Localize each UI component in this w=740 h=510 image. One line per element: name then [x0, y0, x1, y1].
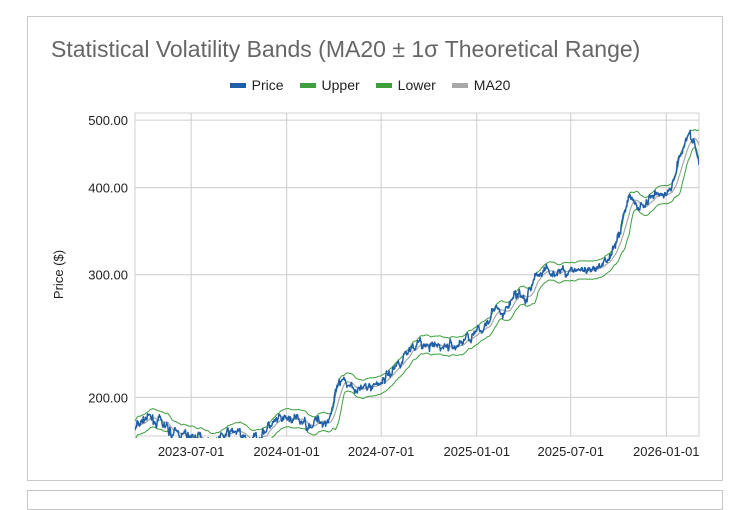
legend-swatch-ma20: [451, 82, 468, 88]
legend-label-ma20: MA20: [473, 77, 511, 93]
x-tick-label: 2023-07-01: [158, 444, 225, 459]
legend-swatch-price: [229, 82, 246, 88]
x-tick-label: 2025-01-01: [443, 444, 510, 459]
chart-svg: 200.00 300.00 400.00 500.00 2023-07-01 2024-0…: [51, 112, 700, 459]
legend-item-price: Price: [229, 77, 284, 93]
series-group: [135, 129, 699, 438]
chart-card: [27, 16, 723, 481]
x-tick-label: 2024-01-01: [253, 444, 320, 459]
y-tick-label: 500.00: [88, 113, 128, 128]
series-price-line: [135, 129, 699, 438]
y-tick-label: 300.00: [88, 268, 128, 283]
x-tick-label: 2024-07-01: [348, 444, 415, 459]
x-tick-label: 2026-01-01: [633, 444, 700, 459]
y-tick-label: 200.00: [88, 390, 128, 405]
legend-swatch-lower: [375, 82, 392, 88]
series-lower-line: [135, 147, 699, 438]
legend-label-price: Price: [251, 77, 284, 93]
x-tick-label: 2025-07-01: [537, 444, 604, 459]
series-upper-line: [135, 129, 699, 434]
legend-label-upper: Upper: [321, 77, 360, 93]
chart-legend: Price Upper Lower MA20: [0, 77, 740, 93]
y-axis-label: Price ($): [51, 250, 66, 299]
legend-item-upper: Upper: [299, 77, 360, 93]
legend-item-lower: Lower: [375, 77, 436, 93]
legend-swatch-upper: [299, 82, 316, 88]
legend-item-ma20: MA20: [451, 77, 511, 93]
legend-label-lower: Lower: [397, 77, 436, 93]
y-tick-label: 400.00: [88, 181, 128, 196]
chart-title: Statistical Volatility Bands (MA20 ± 1σ …: [51, 36, 641, 62]
